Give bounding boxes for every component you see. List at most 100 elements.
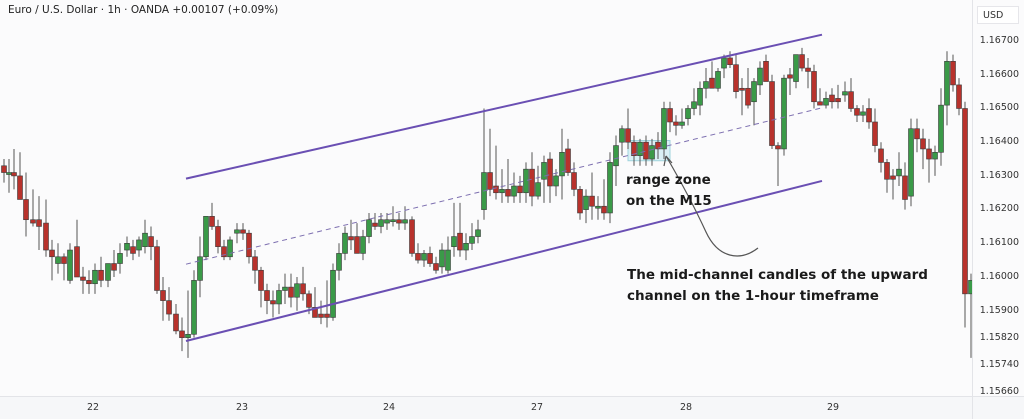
candle-up — [613, 145, 619, 167]
candle-up — [92, 269, 98, 285]
candle-up — [793, 54, 799, 82]
symbol-header: Euro / U.S. Dollar · 1h · OANDA +0.00107… — [8, 4, 278, 24]
candle-down — [415, 253, 421, 261]
candle-down — [673, 121, 679, 126]
candle-down — [318, 313, 324, 318]
candle-down — [709, 77, 715, 89]
candle-down — [372, 222, 378, 227]
candle-down — [300, 283, 306, 295]
candle-down — [631, 141, 637, 156]
candle-down — [926, 148, 932, 160]
candle-up — [276, 290, 282, 305]
candle-down — [215, 226, 221, 247]
candle-down — [799, 54, 805, 69]
date-tick-label: 29 — [826, 402, 840, 413]
time-axis[interactable]: 22 23 24 27 28 29 — [0, 396, 972, 419]
candle-down — [221, 246, 227, 258]
candle-up — [896, 168, 902, 177]
candle-up — [691, 101, 697, 109]
candle-down — [240, 229, 246, 234]
candle-up — [366, 219, 372, 237]
candle-up — [938, 104, 944, 153]
candle-down — [529, 168, 535, 197]
candle-down — [739, 87, 745, 91]
candle-up — [553, 175, 559, 187]
candle-down — [547, 158, 553, 187]
candle-down — [61, 256, 67, 264]
candle-down — [348, 236, 354, 241]
candle-up — [463, 243, 469, 251]
candle-down — [264, 290, 270, 301]
candle-down — [288, 286, 294, 298]
candle-down — [74, 246, 80, 278]
price-tick-label: 1.15740 — [979, 359, 1019, 370]
candle-down — [49, 249, 55, 258]
candle-down — [878, 148, 884, 163]
candle-down — [902, 175, 908, 200]
candle-down — [487, 172, 493, 190]
candle-down — [625, 128, 631, 143]
candle-up — [842, 91, 848, 96]
channel-note-line2: channel on the 1-hour timeframe — [627, 288, 879, 304]
candle-down — [733, 64, 739, 92]
candle-down — [787, 74, 793, 79]
range-zone-label: range zone on the M15 — [626, 170, 712, 212]
candle-down — [866, 108, 872, 123]
candle-down — [354, 236, 360, 254]
candle-down — [17, 175, 23, 200]
candle-up — [282, 286, 288, 291]
candle-up — [390, 219, 396, 223]
channel-upper-line — [185, 33, 823, 180]
candle-down — [848, 91, 854, 109]
date-tick-label: 23 — [235, 402, 249, 413]
candle-down — [98, 269, 104, 281]
candle-up — [697, 87, 703, 106]
candle-down — [11, 172, 17, 177]
price-tick-label: 1.16300 — [979, 170, 1019, 181]
candle-down — [23, 199, 29, 221]
candle-up — [445, 249, 451, 271]
candle-up — [360, 236, 366, 254]
candle-up — [55, 256, 61, 264]
candle-up — [330, 269, 336, 318]
candle-down — [727, 57, 733, 65]
candle-up — [142, 232, 148, 247]
price-tick-label: 1.15900 — [979, 305, 1019, 316]
annotation-arrow-curve — [665, 155, 759, 257]
candle-up — [619, 128, 625, 143]
candle-up — [523, 168, 529, 194]
candle-down — [745, 87, 751, 106]
candle-down — [517, 185, 523, 194]
candle-up — [124, 243, 130, 251]
candle-down — [601, 205, 607, 214]
candle-up — [475, 229, 481, 237]
arrow-head-icon — [663, 155, 673, 167]
currency-button[interactable]: USD — [977, 6, 1019, 24]
price-axis[interactable]: USD 1.16700 1.16600 1.16500 1.16400 1.16300 1… — [972, 0, 1024, 397]
candlestick-chart[interactable] — [0, 0, 972, 396]
candle-up — [378, 219, 384, 227]
price-tick-label: 1.16700 — [979, 35, 1019, 46]
candle-down — [173, 313, 179, 332]
candle-up — [197, 256, 203, 281]
chart-plot-area[interactable] — [0, 0, 972, 396]
candle-up — [336, 253, 342, 271]
candle-up — [105, 263, 111, 281]
candle-down — [589, 195, 595, 207]
candle-up — [661, 108, 667, 150]
candle-up — [384, 219, 390, 224]
date-tick-label: 27 — [530, 402, 544, 413]
candle-down — [86, 280, 92, 285]
date-tick-label: 24 — [382, 402, 396, 413]
candle-up — [860, 111, 866, 116]
candle-down — [854, 108, 860, 116]
candle-up — [451, 236, 457, 247]
candle-down — [179, 330, 185, 338]
candle-down — [884, 162, 890, 180]
candle-down — [36, 219, 42, 227]
candle-down — [427, 253, 433, 264]
candle-up — [6, 172, 12, 175]
candle-up — [421, 253, 427, 261]
candle-up — [679, 121, 685, 126]
candle-up — [559, 152, 565, 177]
